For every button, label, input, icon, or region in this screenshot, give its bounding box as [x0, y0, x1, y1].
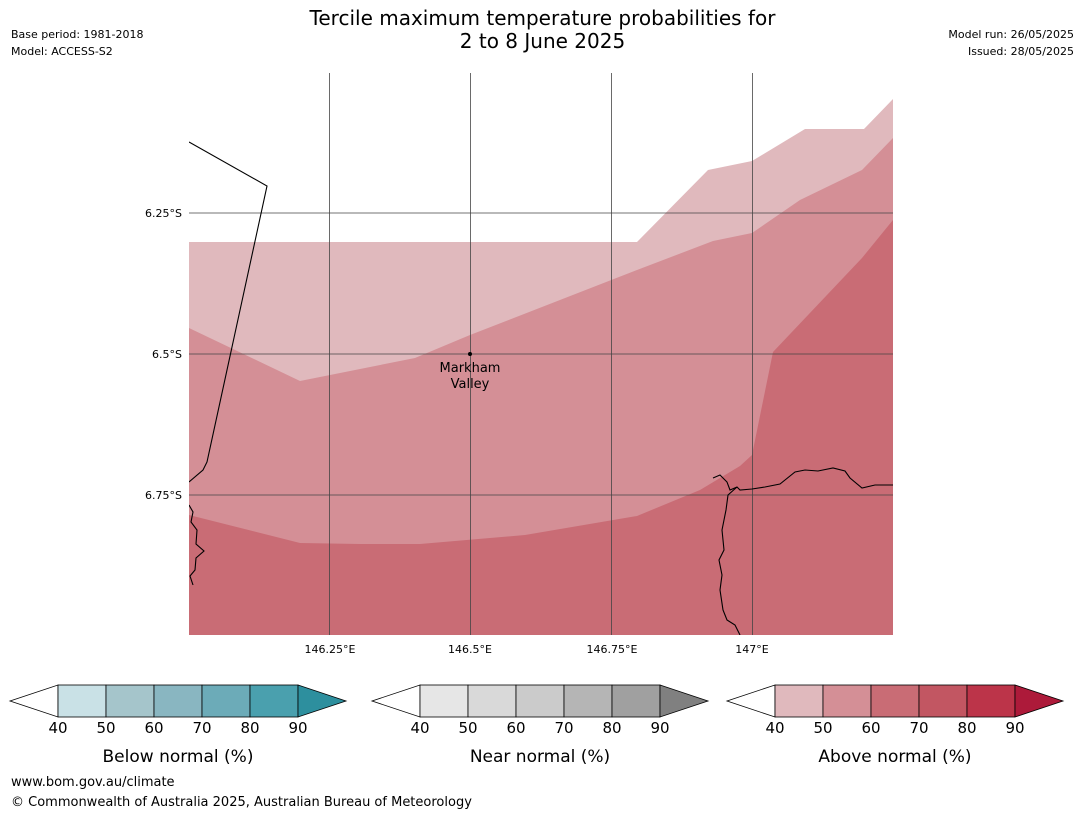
page-title: Tercile maximum temperature probabilitie… [0, 7, 1085, 53]
legend-segment [774, 684, 824, 718]
legend-segment [249, 684, 299, 718]
place-marker [468, 352, 472, 356]
legend-segment [870, 684, 920, 718]
legend-segment [419, 684, 469, 718]
legend-segment [467, 684, 517, 718]
lat-label: 6.75°S [145, 489, 182, 502]
legend-tick-label: 80 [602, 719, 621, 737]
legend-tick-label: 40 [410, 719, 429, 737]
legend-tick-label: 50 [813, 719, 832, 737]
legend-tick-label: 80 [957, 719, 976, 737]
legend-tick-label: 70 [909, 719, 928, 737]
legend-tick-label: 90 [288, 719, 307, 737]
base-period-text: Base period: 1981-2018 [11, 28, 144, 41]
zone-unshaded [189, 73, 893, 242]
lon-label: 146.25°E [305, 643, 356, 656]
title-line-2: 2 to 8 June 2025 [459, 29, 626, 53]
legend-segment [822, 684, 872, 718]
coast-left [189, 504, 205, 586]
meta-right: Model run: 26/05/2025 Issued: 28/05/2025 [948, 26, 1074, 60]
place-label-line-1: Markham [440, 361, 501, 376]
coast-right [712, 467, 893, 491]
legend-1: 40 50 60 70 80 90 Near normal (%) [370, 684, 710, 767]
legend-tick-label: 90 [1005, 719, 1024, 737]
model-run-text: Model run: 26/05/2025 [948, 28, 1074, 41]
legend-label: Below normal (%) [103, 747, 254, 767]
title-line-1: Tercile maximum temperature probabilitie… [309, 6, 776, 30]
lon-labels: 146.25°E 146.5°E 146.75°E 147°E [305, 643, 769, 656]
legend-arrow-low [725, 684, 776, 718]
legend-segment [966, 684, 1016, 718]
lat-label: 6.5°S [152, 348, 182, 361]
legend-tick-label: 70 [554, 719, 573, 737]
place-label-line-2: Valley [451, 377, 490, 392]
legend-tick-label: 60 [861, 719, 880, 737]
border-line [189, 141, 268, 483]
lon-label: 146.5°E [448, 643, 492, 656]
legend-tick-label: 40 [48, 719, 67, 737]
legend-segment [105, 684, 155, 718]
legend-tick-label: 50 [96, 719, 115, 737]
legend-0: 40 50 60 70 80 90 Below normal (%) [8, 684, 348, 767]
issued-text: Issued: 28/05/2025 [967, 45, 1074, 58]
legend-tick-label: 70 [192, 719, 211, 737]
footer-url[interactable]: www.bom.gov.au/climate [11, 775, 175, 790]
legend-segment [611, 684, 661, 718]
legend-arrow-low [8, 684, 59, 718]
legend-tick-label: 60 [506, 719, 525, 737]
model-text: Model: ACCESS-S2 [11, 45, 113, 58]
forecast-map: Markham Valley 6.25°S 6.5°S 6.75°S 146.2… [8, 73, 1065, 767]
legend-tick-label: 50 [458, 719, 477, 737]
legend-segment [515, 684, 565, 718]
lat-labels: 6.25°S 6.5°S 6.75°S [145, 207, 182, 502]
lon-label: 147°E [735, 643, 768, 656]
legend-tick-label: 40 [765, 719, 784, 737]
legend-segment [153, 684, 203, 718]
legend-tick-label: 60 [144, 719, 163, 737]
legend-segment [563, 684, 613, 718]
legend-arrow-high [297, 684, 348, 718]
legends: 40 50 60 70 80 90 Below normal (%) 40 50 60 70 80 90… [8, 684, 1065, 767]
legend-arrow-high [1014, 684, 1065, 718]
river [718, 486, 741, 635]
legend-label: Near normal (%) [470, 747, 610, 767]
legend-arrow-high [659, 684, 710, 718]
legend-tick-label: 80 [240, 719, 259, 737]
coastlines [189, 141, 893, 635]
footer-copyright: © Commonwealth of Australia 2025, Austra… [11, 795, 472, 810]
legend-arrow-low [370, 684, 421, 718]
lat-label: 6.25°S [145, 207, 182, 220]
legend-segment [201, 684, 251, 718]
legend-tick-label: 90 [650, 719, 669, 737]
legend-2: 40 50 60 70 80 90 Above normal (%) [725, 684, 1065, 767]
legend-label: Above normal (%) [818, 747, 971, 767]
legend-segment [918, 684, 968, 718]
meta-left: Base period: 1981-2018 Model: ACCESS-S2 [11, 26, 143, 60]
legend-segment [57, 684, 107, 718]
lon-label: 146.75°E [587, 643, 638, 656]
